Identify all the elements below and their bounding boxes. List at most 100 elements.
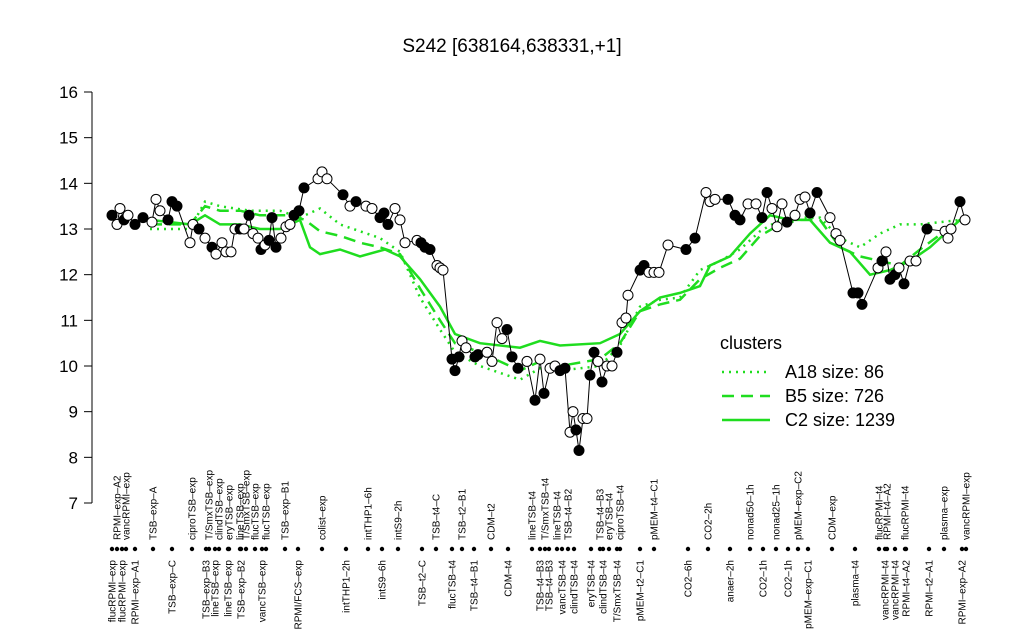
sample-label: ciproTSB–t4 — [616, 485, 627, 540]
point — [481, 346, 493, 358]
point — [620, 312, 632, 324]
point — [424, 244, 436, 256]
sample-label: TSB–exp–B1 — [281, 481, 292, 540]
sample-label: TSB–t4–B3 — [545, 560, 556, 612]
sample-label: TSB–t4–C — [432, 494, 443, 540]
sample-label: vancRPMI–t4 — [881, 560, 892, 620]
sample-label: T/SmxTSB–t4 — [613, 560, 624, 623]
sample-dot — [571, 546, 577, 552]
sample-label: T/SmxTSB–exp — [242, 470, 253, 540]
point — [538, 387, 550, 399]
point — [876, 255, 888, 267]
sample-label: intS9–2h — [394, 501, 405, 540]
point — [394, 214, 406, 226]
y-tick-label: 16 — [59, 83, 78, 102]
sample-dot — [216, 546, 222, 552]
point — [921, 223, 933, 235]
point — [734, 214, 746, 226]
sample-label: TSB–exp–B3 — [202, 560, 213, 619]
sample-dot — [685, 546, 691, 552]
sample-label: intTHP1–6h — [364, 487, 375, 540]
point — [350, 196, 362, 208]
sample-label: vancRPMI–t4 — [891, 560, 902, 620]
point — [581, 413, 593, 425]
sample-label: flucTSB–t4 — [448, 560, 459, 609]
sample-dot — [282, 546, 288, 552]
sample-label: CDM–t2 — [487, 503, 498, 540]
sample-label: TSB–t4–B3 — [596, 488, 607, 540]
point — [811, 186, 823, 198]
sample-dot — [773, 546, 779, 552]
legend-label: A18 size: 86 — [785, 362, 884, 382]
y-tick-label: 8 — [69, 448, 78, 467]
sample-label: CO2–6h — [684, 560, 695, 597]
sample-dot — [829, 546, 835, 552]
sample-dot — [903, 546, 909, 552]
sample-dot — [379, 546, 385, 552]
legend-title: clusters — [720, 333, 782, 353]
point — [453, 351, 465, 363]
point — [389, 202, 401, 214]
point — [771, 221, 783, 233]
point — [588, 346, 600, 358]
sample-dot — [559, 546, 565, 552]
point — [898, 278, 910, 290]
sample-dot — [852, 546, 858, 552]
point — [293, 205, 305, 217]
point — [570, 424, 582, 436]
sample-label: eryTSB–t4 — [605, 492, 616, 540]
sample-label: TSB–exp–C — [168, 560, 179, 614]
point — [382, 218, 394, 230]
point — [852, 287, 864, 299]
sample-dot — [319, 546, 325, 552]
sample-label: TSB–t4–B3 — [536, 560, 547, 612]
point — [378, 207, 390, 219]
point — [270, 241, 282, 253]
point — [184, 237, 196, 249]
point — [606, 360, 618, 372]
point — [437, 264, 449, 276]
sample-label: pMEM–t2–C1 — [636, 560, 647, 622]
sample-dot — [651, 546, 657, 552]
sample-label: CO2–1h — [759, 560, 770, 597]
point — [750, 198, 762, 210]
point — [193, 223, 205, 235]
point — [486, 355, 498, 367]
sample-label: RPMI/FCS–exp — [294, 560, 305, 630]
sample-label: T/SmxTSB–exp — [205, 470, 216, 540]
sample-label: clindTSB–t4 — [570, 560, 581, 614]
point — [534, 353, 546, 365]
sample-dot — [565, 546, 571, 552]
point — [700, 186, 712, 198]
point — [761, 186, 773, 198]
sample-dot — [123, 546, 129, 552]
sample-label: anaer–2h — [726, 560, 737, 602]
sample-label: TSB–t4–B1 — [470, 560, 481, 612]
sample-dot — [892, 546, 898, 552]
sample-dot — [252, 546, 258, 552]
sample-label: lineTSB–exp — [211, 560, 222, 617]
y-tick-label: 12 — [59, 266, 78, 285]
point — [804, 207, 816, 219]
sample-dot — [529, 546, 535, 552]
sample-dot — [150, 546, 156, 552]
sample-dot — [959, 546, 965, 552]
sample-dot — [365, 546, 371, 552]
sample-dot — [876, 546, 882, 552]
sample-label: eryTSB–exp — [225, 485, 236, 540]
point — [945, 223, 957, 235]
sample-dot — [747, 546, 753, 552]
sample-dot — [542, 546, 548, 552]
legend-label: B5 size: 726 — [785, 386, 884, 406]
sample-label: CO2–1h — [784, 560, 795, 597]
sample-label: colist–exp — [318, 495, 329, 540]
sample-dot — [419, 546, 425, 552]
sample-dot — [119, 546, 125, 552]
sample-dot — [238, 546, 244, 552]
sample-label: RPMI–t4–A2 — [902, 560, 913, 617]
sample-dot — [263, 546, 269, 552]
point — [529, 394, 541, 406]
point — [680, 244, 692, 256]
point — [689, 232, 701, 244]
point — [596, 376, 608, 388]
